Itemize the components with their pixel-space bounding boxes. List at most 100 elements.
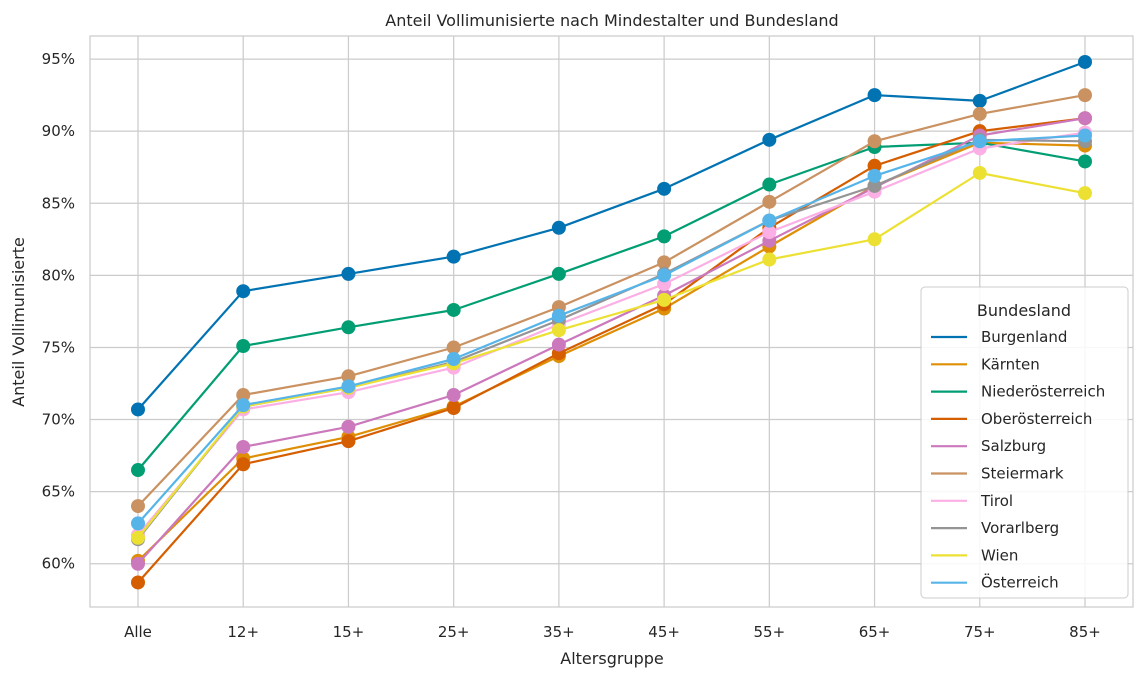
data-point <box>131 575 145 590</box>
series-line <box>137 117 1086 565</box>
data-point <box>867 232 882 247</box>
data-point <box>867 88 882 103</box>
y-tick-label: 70% <box>42 411 75 429</box>
data-point <box>341 419 356 434</box>
legend-entry-label: Steiermark <box>981 465 1064 483</box>
data-point <box>551 337 566 352</box>
series-line <box>137 171 1086 539</box>
data-point <box>1078 186 1092 201</box>
data-point <box>657 292 672 307</box>
legend: Bundesland Burgenland Kärnten Niederösterr… <box>920 286 1129 599</box>
x-tick-label: 35+ <box>543 623 575 641</box>
data-point <box>657 268 672 283</box>
data-point <box>867 134 882 149</box>
x-tick-label: 45+ <box>648 623 680 641</box>
data-point <box>1078 88 1092 103</box>
y-tick-label: 65% <box>42 483 75 501</box>
data-point <box>131 516 145 531</box>
data-point <box>341 320 356 335</box>
series-line <box>137 134 1086 525</box>
data-point <box>236 457 251 472</box>
chart-title: Anteil Vollimunisierte nach Mindestalter… <box>385 11 838 30</box>
data-point <box>1078 154 1092 169</box>
data-point <box>236 439 251 454</box>
data-point <box>867 158 882 173</box>
data-point <box>972 165 987 180</box>
legend-box <box>920 286 1129 599</box>
legend-entry-label: Niederösterreich <box>981 383 1105 401</box>
data-point <box>972 106 987 121</box>
data-point <box>551 266 566 281</box>
data-point <box>762 177 777 192</box>
legend-entry-label: Tirol <box>980 492 1013 510</box>
data-point <box>551 308 566 323</box>
y-tick-label: 95% <box>42 50 75 68</box>
legend-entry-label: Österreich <box>981 573 1059 592</box>
series-line <box>137 141 1086 471</box>
data-point <box>131 463 145 478</box>
legend-entry-label: Burgenland <box>981 328 1067 346</box>
series-österreich <box>131 128 1092 531</box>
x-tick-label: 15+ <box>333 623 365 641</box>
data-point <box>341 434 356 449</box>
series-line <box>137 94 1086 507</box>
legend-entry-label: Vorarlberg <box>981 519 1059 537</box>
data-point <box>446 351 461 366</box>
data-point <box>446 401 461 416</box>
data-point <box>657 181 672 196</box>
data-point <box>1078 54 1092 69</box>
data-point <box>762 252 777 267</box>
series-layer <box>131 54 1092 590</box>
series-line <box>137 131 1086 536</box>
x-axis-ticks: Alle 12+ 15+ 25+ 35+ 45+ 55+ 65+ 75+ 85+ <box>124 623 1101 641</box>
data-point <box>762 132 777 147</box>
data-point <box>446 388 461 403</box>
data-point <box>551 220 566 235</box>
y-axis-label: Anteil Vollimunisierte <box>9 237 28 407</box>
data-point <box>236 398 251 413</box>
data-point <box>131 402 145 417</box>
data-point <box>236 339 251 354</box>
series-line <box>137 60 1086 411</box>
data-point <box>341 266 356 281</box>
data-point <box>762 194 777 209</box>
series-line <box>137 117 1086 584</box>
data-point <box>762 225 777 240</box>
series-burgenland <box>131 54 1092 417</box>
data-point <box>657 255 672 270</box>
data-point <box>972 93 987 108</box>
data-point <box>131 499 145 514</box>
data-point <box>1078 128 1092 143</box>
data-point <box>131 530 145 545</box>
legend-entry-label: Oberösterreich <box>981 410 1092 428</box>
x-tick-label: 12+ <box>227 623 259 641</box>
x-tick-label: 85+ <box>1069 623 1101 641</box>
data-point <box>657 229 672 244</box>
legend-entry-label: Wien <box>981 546 1018 564</box>
y-tick-label: 75% <box>42 338 75 356</box>
y-tick-label: 90% <box>42 122 75 140</box>
data-point <box>551 323 566 338</box>
legend-entries: Burgenland Kärnten Niederösterreich Oberöst… <box>931 328 1105 592</box>
series-line <box>137 141 1086 562</box>
legend-title: Bundesland <box>977 301 1071 320</box>
x-tick-label: 75+ <box>964 623 996 641</box>
data-point <box>1078 111 1092 126</box>
legend-entry-label: Salzburg <box>981 437 1046 455</box>
x-axis-label: Altersgruppe <box>560 649 663 668</box>
y-tick-label: 60% <box>42 555 75 573</box>
data-point <box>762 213 777 228</box>
data-point <box>867 178 882 193</box>
y-tick-label: 80% <box>42 266 75 284</box>
x-tick-label: Alle <box>124 623 152 641</box>
data-point <box>446 340 461 355</box>
x-tick-label: 55+ <box>754 623 786 641</box>
data-point <box>236 388 251 403</box>
x-tick-label: 25+ <box>438 623 470 641</box>
y-tick-label: 85% <box>42 194 75 212</box>
data-point <box>446 302 461 317</box>
y-axis-ticks: 60% 65% 70% 75% 80% 85% 90% 95% <box>42 50 75 573</box>
data-point <box>446 249 461 264</box>
legend-entry-label: Kärnten <box>981 355 1040 373</box>
